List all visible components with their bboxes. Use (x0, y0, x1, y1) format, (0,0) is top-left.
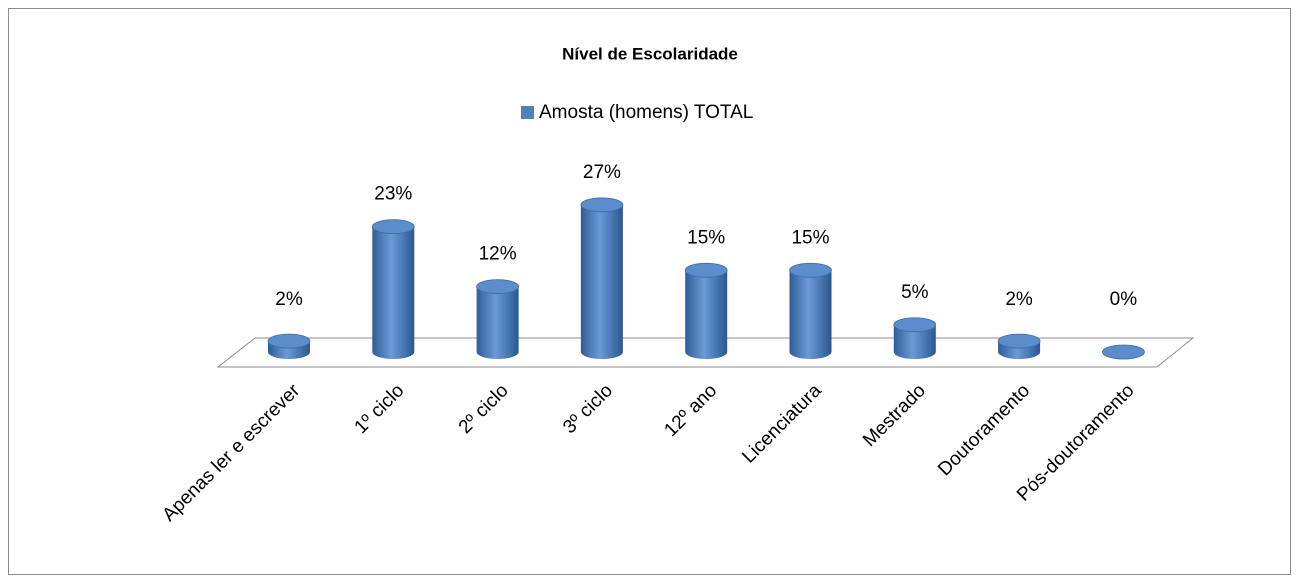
value-label: 2% (275, 289, 303, 310)
bar (685, 270, 728, 360)
bar (476, 286, 519, 360)
value-label: 23% (374, 184, 412, 205)
value-label: 27% (583, 162, 621, 183)
legend-label: Amosta (homens) TOTAL (539, 102, 753, 123)
bar (580, 204, 623, 360)
bar-top (789, 262, 832, 278)
bar-top (371, 219, 415, 235)
value-label: 0% (1110, 289, 1138, 310)
bar-top (476, 279, 520, 295)
bar (893, 324, 936, 360)
bar-top (1102, 344, 1145, 360)
value-label: 15% (687, 227, 725, 248)
bar (372, 226, 415, 360)
bar-top (893, 317, 937, 333)
value-label: 5% (901, 282, 929, 303)
value-label: 2% (1005, 289, 1033, 310)
bar (789, 270, 832, 360)
value-label: 15% (791, 227, 829, 248)
chart-title: Nível de Escolaridade (562, 44, 738, 63)
bar-top (684, 262, 728, 278)
value-label: 12% (479, 244, 517, 265)
legend-swatch (521, 106, 534, 119)
bar-top (267, 333, 311, 349)
bar-top (997, 333, 1041, 349)
chart-border (8, 8, 1291, 575)
bar-top (580, 197, 624, 213)
